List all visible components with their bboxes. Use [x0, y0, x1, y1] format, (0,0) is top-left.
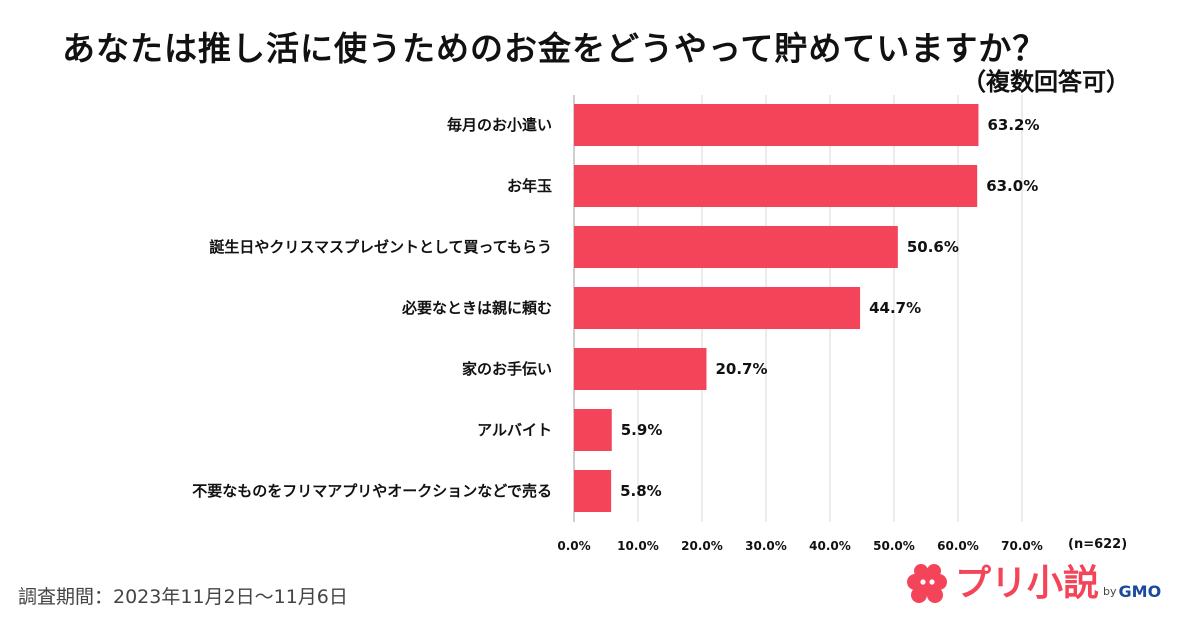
value-label: 63.2%: [987, 116, 1039, 134]
value-label: 20.7%: [715, 360, 767, 378]
value-label: 5.9%: [621, 421, 663, 439]
bar: [574, 287, 861, 329]
cloud-burst-icon: [907, 564, 947, 603]
x-tick-label: 30.0%: [745, 539, 787, 553]
survey-period: 調査期間：2023年11月2日〜11月6日: [18, 586, 348, 608]
category-label: 必要なときは親に頼む: [401, 299, 552, 317]
bar: [574, 409, 612, 451]
bar: [574, 348, 707, 390]
x-tick-label: 40.0%: [809, 539, 851, 553]
value-label: 50.6%: [907, 238, 959, 256]
category-label: アルバイト: [477, 421, 552, 439]
chart-subtitle: （複数回答可）: [962, 68, 1130, 96]
x-tick-label: 70.0%: [1001, 539, 1043, 553]
category-label: 誕生日やクリスマスプレゼントとして買ってもらう: [209, 238, 552, 256]
category-label: 家のお手伝い: [462, 360, 552, 378]
value-label: 44.7%: [869, 299, 921, 317]
x-tick-label: 60.0%: [937, 539, 979, 553]
logo-by: by: [1103, 585, 1117, 598]
bar: [574, 226, 898, 268]
x-tick-label: 50.0%: [873, 539, 915, 553]
bar: [574, 104, 979, 146]
value-label: 63.0%: [986, 177, 1038, 195]
value-label: 5.8%: [620, 482, 662, 500]
category-label: お年玉: [507, 177, 552, 195]
bar: [574, 470, 612, 512]
brand-logo[interactable]: プリ小説 by GMO: [905, 562, 1161, 606]
x-tick-label: 20.0%: [681, 539, 723, 553]
sample-size-label: (n=622): [1068, 537, 1127, 552]
x-tick-label: 0.0%: [557, 539, 590, 553]
category-label: 毎月のお小遣い: [447, 116, 552, 134]
logo-text: プリ小説: [955, 563, 1100, 604]
logo-gmo: GMO: [1118, 582, 1162, 601]
chart-title: あなたは推し活に使うためのお金をどうやって貯めていますか？: [62, 29, 1047, 68]
bar: [574, 165, 978, 207]
category-label: 不要なものをフリマアプリやオークションなどで売る: [192, 482, 552, 500]
x-tick-label: 10.0%: [617, 539, 659, 553]
